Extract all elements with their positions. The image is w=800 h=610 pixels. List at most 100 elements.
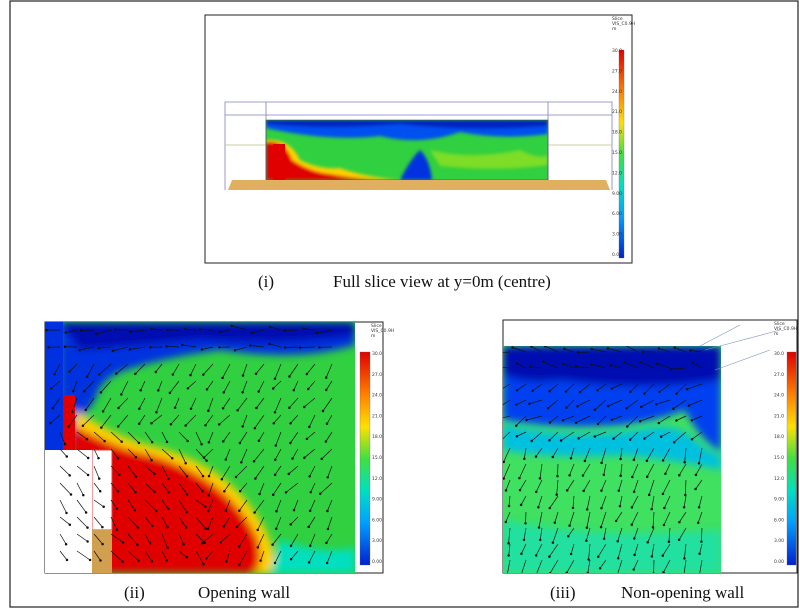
flow-vector: [290, 431, 299, 444]
vector-head: [315, 331, 318, 335]
flow-vector: [545, 346, 559, 353]
vector-head: [219, 540, 222, 544]
flow-vector: [587, 559, 591, 573]
vector-head: [288, 406, 291, 409]
legend-tick: 15.0: [372, 455, 382, 461]
vector-head: [307, 561, 311, 564]
flow-vector: [600, 511, 607, 528]
flow-vector: [115, 328, 129, 331]
vector-head: [185, 510, 188, 514]
flow-vector: [673, 399, 687, 409]
vector-head: [507, 541, 510, 545]
vector-head: [218, 330, 222, 334]
flow-vector: [613, 431, 623, 439]
vector-head: [292, 388, 296, 392]
flow-vector: [144, 465, 155, 474]
flow-vector: [223, 431, 231, 442]
flow-vector: [549, 543, 559, 557]
flow-vector: [127, 448, 137, 458]
vector-head: [223, 489, 226, 493]
flow-vector: [161, 465, 169, 480]
vector-head: [619, 457, 622, 461]
flow-vector: [274, 363, 282, 379]
vector-head: [519, 503, 523, 507]
flow-vector: [547, 399, 559, 409]
flow-vector: [520, 495, 527, 506]
vector-head: [672, 407, 675, 410]
vector-head: [134, 475, 138, 479]
flow-vector: [656, 363, 671, 369]
flow-vector: [254, 414, 265, 429]
vector-head: [207, 509, 210, 513]
vector-head: [662, 523, 666, 527]
flow-vector: [127, 533, 138, 545]
flow-vector: [144, 482, 155, 493]
vector-head: [696, 521, 700, 524]
flow-vector: [699, 543, 703, 554]
flow-vector: [161, 482, 169, 493]
legend-subtitle: VIS_C0.9H: [612, 21, 635, 27]
vector-head: [565, 489, 569, 492]
vector-head: [683, 575, 685, 577]
vector-head: [274, 444, 278, 447]
flow-vector: [617, 559, 623, 573]
vector-head: [200, 442, 203, 446]
flow-vector: [157, 380, 163, 391]
vector-head: [97, 456, 100, 460]
legend-tick: 30.0: [612, 48, 622, 54]
flow-vector: [660, 431, 671, 438]
flow-vector: [503, 463, 511, 479]
flow-vector: [120, 380, 129, 395]
flow-vector: [549, 559, 559, 573]
flow-vector: [203, 448, 214, 458]
flow-vector: [195, 533, 205, 543]
flow-vector: [624, 362, 639, 369]
vector-head: [650, 555, 654, 558]
flow-vector: [135, 363, 146, 375]
flow-vector: [110, 431, 122, 442]
flow-vector: [564, 348, 575, 353]
flow-vector: [59, 448, 68, 457]
flow-vector: [127, 465, 137, 478]
vector-head: [133, 508, 137, 512]
flow-vector: [85, 397, 95, 411]
flow-vector: [631, 495, 639, 508]
flow-vector: [72, 380, 78, 392]
slice-field: [266, 120, 548, 180]
flow-vector: [207, 499, 214, 512]
flow-vector: [161, 448, 173, 459]
flow-vector: [503, 383, 511, 389]
vector-head: [189, 407, 193, 410]
legend-tick: 21.0: [372, 413, 382, 419]
vector-head: [326, 509, 329, 513]
flow-vector: [648, 479, 655, 496]
vector-head: [45, 328, 48, 332]
vector-head: [302, 327, 305, 331]
flow-vector: [307, 380, 316, 390]
panel-label: (iii): [550, 583, 576, 602]
flow-vector: [76, 499, 87, 513]
vector-head: [99, 391, 103, 394]
vector-head: [694, 487, 697, 491]
panel-2: [44, 321, 384, 574]
vector-head: [222, 440, 225, 443]
flow-vector: [678, 527, 687, 540]
vector-head: [202, 373, 205, 376]
vector-head: [326, 476, 329, 479]
vector-head: [507, 504, 511, 508]
flow-vector: [326, 533, 333, 544]
vector-head: [70, 410, 74, 413]
legend-unit: m: [371, 334, 375, 339]
vector-head: [236, 409, 239, 412]
vector-head: [118, 473, 121, 476]
flow-vector: [526, 415, 543, 421]
vector-head: [678, 520, 681, 524]
flow-vector: [272, 482, 282, 495]
vector-head: [255, 406, 258, 410]
flow-vector: [617, 543, 623, 559]
legend-title: Slice: [612, 16, 623, 22]
flow-vector: [535, 447, 543, 457]
vector-head: [121, 541, 125, 544]
vector-head: [150, 560, 154, 563]
vector-head: [271, 543, 274, 546]
